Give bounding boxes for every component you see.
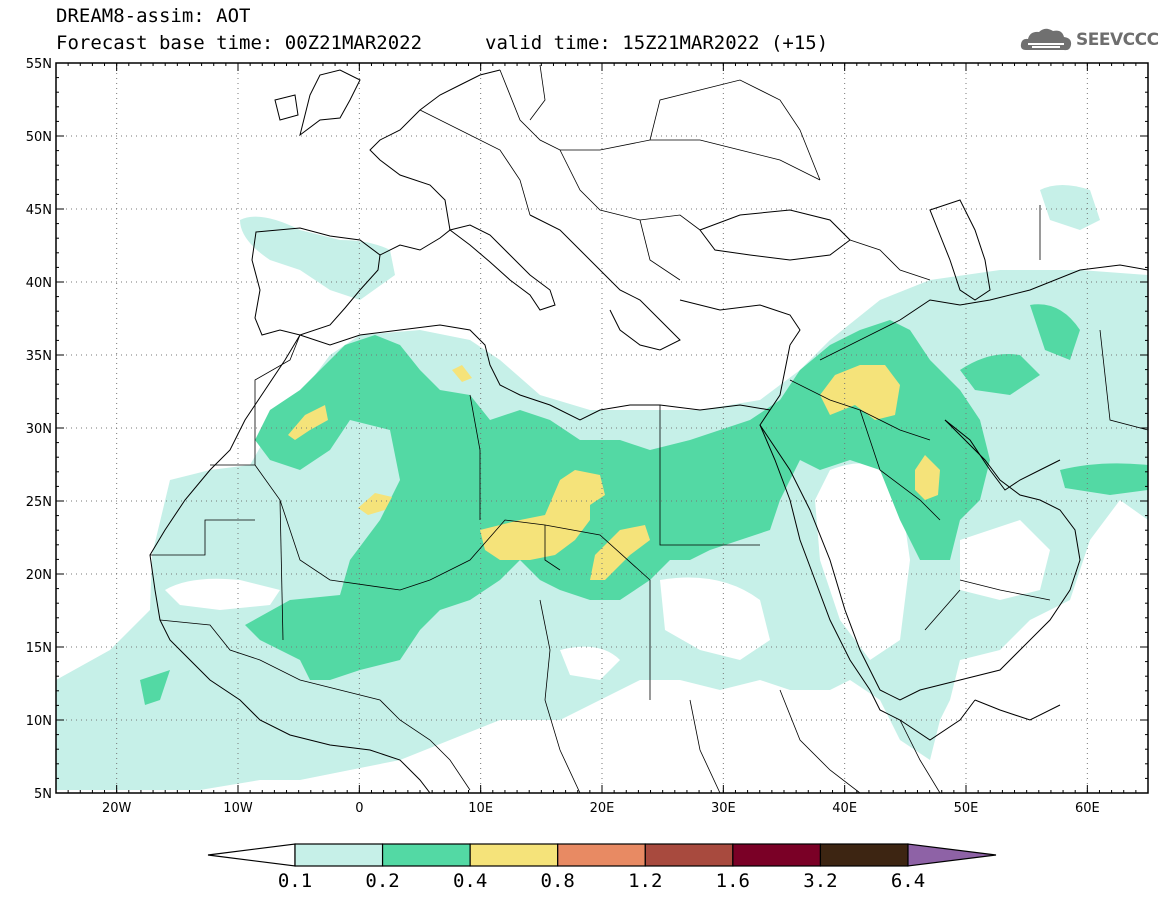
lat-tick-label: 20N <box>26 568 52 583</box>
map-borders <box>150 64 1148 793</box>
lon-tick-label: 20W <box>102 801 132 816</box>
latitude-labels: 55N 50N 45N 40N 35N 30N 25N 20N 15N 10N 5N <box>26 57 52 802</box>
colorbar-box <box>644 843 734 867</box>
colorbar-label: 1.2 <box>628 870 663 892</box>
colorbar-label: 0.2 <box>365 870 400 892</box>
colorbar-box <box>381 843 471 867</box>
lat-tick-label: 25N <box>26 495 52 510</box>
lon-tick-label: 50E <box>954 801 979 816</box>
lat-tick-label: 30N <box>26 422 52 437</box>
lat-tick-label: 45N <box>26 203 52 218</box>
lat-tick-label: 40N <box>26 276 52 291</box>
map-coastlines <box>149 69 1148 793</box>
aot-band-0.2-0.4 <box>140 304 1148 705</box>
map-grid <box>56 63 1148 793</box>
colorbar-label: 0.8 <box>540 870 575 892</box>
lon-tick-label: 40E <box>832 801 857 816</box>
forecast-base-time: Forecast base time: 00Z21MAR2022 <box>56 32 423 54</box>
seevccc-logo: SEEVCCC <box>1018 24 1159 56</box>
lon-tick-label: 10W <box>223 801 253 816</box>
colorbar-label: 6.4 <box>890 870 926 892</box>
lat-tick-label: 50N <box>26 130 52 145</box>
lat-tick-label: 10N <box>26 714 52 729</box>
colorbar-label: 3.2 <box>803 870 838 892</box>
lat-tick-label: 5N <box>34 787 52 802</box>
colorbar-box <box>819 843 909 867</box>
colorbar-label: 1.6 <box>715 870 751 892</box>
colorbar-label: 0.1 <box>277 870 313 892</box>
lat-tick-label: 55N <box>26 57 52 72</box>
colorbar-box <box>469 843 559 867</box>
aot-band-0.4-0.8 <box>288 365 940 580</box>
colorbar-label: 0.4 <box>452 870 488 892</box>
lon-tick-label: 20E <box>590 801 615 816</box>
lon-tick-label: 0 <box>355 801 363 816</box>
lat-tick-label: 15N <box>26 641 52 656</box>
aot-fields <box>56 185 1148 790</box>
lon-tick-label: 30E <box>711 801 736 816</box>
colorbar-box <box>294 843 384 867</box>
axis-ticks <box>55 62 1149 794</box>
lon-tick-label: 10E <box>468 801 493 816</box>
longitude-labels: 20W 10W 0 10E 20E 30E 40E 50E 60E <box>102 801 1100 816</box>
cloud-logo-icon <box>1020 28 1072 51</box>
lat-tick-label: 35N <box>26 349 52 364</box>
colorbar-under-triangle <box>207 843 296 867</box>
colorbar <box>207 843 997 867</box>
logo-text: SEEVCCC <box>1076 30 1159 50</box>
valid-time: valid time: 15Z21MAR2022 (+15) <box>485 32 829 54</box>
colorbar-over-triangle <box>907 843 997 867</box>
colorbar-box <box>557 843 646 867</box>
colorbar-box <box>732 843 822 867</box>
lon-tick-label: 60E <box>1075 801 1100 816</box>
chart-title: DREAM8-assim: AOT <box>56 5 251 27</box>
